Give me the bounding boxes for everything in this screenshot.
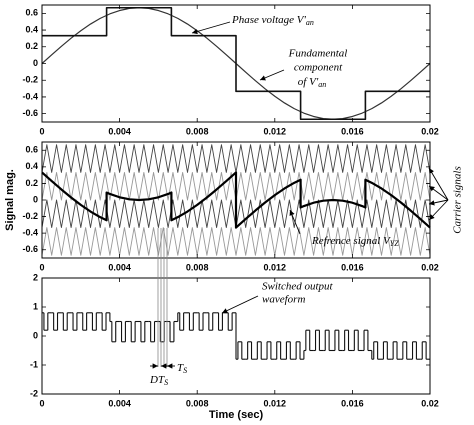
arrow — [259, 69, 285, 81]
y-axis-label: Signal mag. — [4, 169, 16, 231]
line — [42, 6, 430, 121]
y-tick-label: 0 — [33, 330, 38, 340]
arrow — [428, 185, 449, 201]
annotation: Fundamental — [288, 48, 348, 60]
x-tick-label: 0.02 — [421, 126, 439, 136]
annotation: of V'an — [298, 76, 326, 89]
arrow — [221, 295, 259, 314]
annotation: Phase voltage V'an — [231, 14, 314, 27]
annotation: Switched output — [262, 281, 334, 293]
x-tick-label: 0.004 — [108, 126, 131, 136]
x-tick-label: 0 — [39, 262, 44, 272]
x-tick-label: 0 — [39, 126, 44, 136]
annotation: DTS — [149, 374, 168, 387]
x-tick-label: 0.012 — [264, 262, 287, 272]
arrow — [191, 21, 231, 35]
y-tick-label: 0.4 — [25, 24, 38, 34]
y-tick-label: 0.6 — [25, 8, 38, 18]
x-tick-label: 0.008 — [186, 398, 209, 408]
annotation: TS — [177, 362, 187, 375]
plots: 0.60.40.20-0.2-0.4-0.60 0.004 0.008 0.012 0.… — [22, 4, 439, 408]
y-tick-label: -0.6 — [22, 244, 38, 254]
x-tick-label: 0.008 — [186, 262, 209, 272]
x-tick-label: 0.012 — [264, 398, 287, 408]
annotation: component — [294, 62, 343, 74]
line — [41, 171, 431, 229]
x-tick-label: 0.02 — [421, 262, 439, 272]
y-tick-label: -1 — [30, 359, 38, 369]
step-riser — [43, 312, 427, 360]
arrow — [428, 199, 449, 206]
y-tick-label: -0.4 — [22, 228, 38, 238]
y-tick-label: -0.2 — [22, 75, 38, 85]
x-tick-label: 0.008 — [186, 126, 209, 136]
y-tick-label: 0 — [33, 58, 38, 68]
y-tick-label: 0.6 — [25, 145, 38, 155]
x-tick-label: 0.02 — [421, 398, 439, 408]
x-tick-label: 0.012 — [264, 126, 287, 136]
annotation: Carrier signals — [452, 166, 464, 234]
y-tick-label: -0.6 — [22, 108, 38, 118]
x-tick-label: 0.016 — [341, 126, 364, 136]
y-tick-label: -0.2 — [22, 211, 38, 221]
x-tick-label: 0.016 — [341, 398, 364, 408]
y-tick-label: 0 — [33, 194, 38, 204]
annotation: waveform — [262, 294, 305, 306]
y-tick-label: 0.4 — [25, 161, 38, 171]
x-tick-label: 0.004 — [108, 398, 131, 408]
line — [41, 144, 431, 173]
arrow — [428, 199, 449, 221]
x-tick-label: 0 — [39, 398, 44, 408]
line — [41, 227, 431, 256]
dt-marker — [157, 228, 168, 367]
x-axis-label: Time (sec) — [209, 409, 264, 421]
arrow — [289, 209, 301, 235]
x-tick-label: 0.016 — [341, 262, 364, 272]
y-tick-label: 1 — [33, 301, 38, 311]
y-tick-label: 0.2 — [25, 178, 38, 188]
x-tick-label: 0.004 — [108, 262, 131, 272]
arrow — [428, 167, 449, 201]
y-tick-label: -2 — [30, 388, 38, 398]
y-tick-label: 0.2 — [25, 41, 38, 51]
y-tick-label: -0.4 — [22, 91, 38, 101]
annotation: Refrence signal VYZ — [311, 235, 399, 248]
y-tick-label: 2 — [33, 272, 38, 282]
